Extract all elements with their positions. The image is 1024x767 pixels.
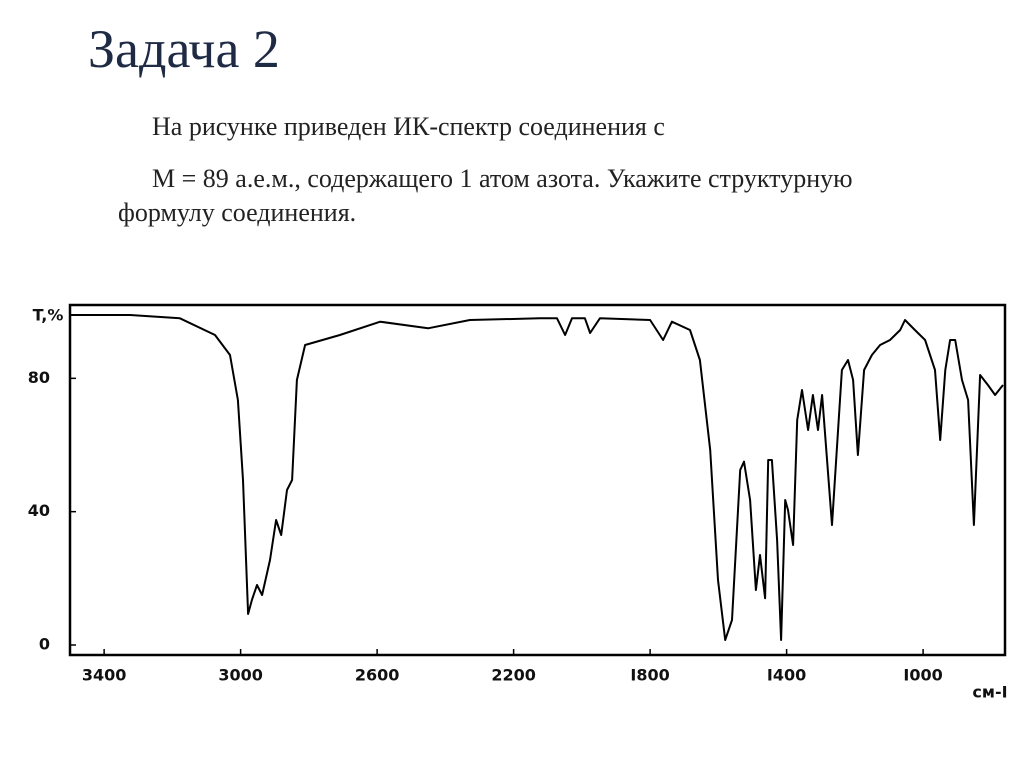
slide-title: Задача 2	[88, 19, 280, 79]
y-axis-label: T,%	[33, 306, 64, 325]
y-tick-label: 40	[28, 501, 50, 520]
y-tick-label: 0	[39, 635, 50, 654]
plot-frame	[68, 303, 1007, 657]
x-tick-label: 3000	[218, 666, 263, 685]
x-tick-label: I800	[630, 666, 669, 685]
x-tick-label: 2200	[491, 666, 536, 685]
x-tick-label: 3400	[82, 666, 127, 685]
paragraph: М = 89 а.е.м., содержащего 1 атом азота.…	[118, 164, 853, 227]
x-tick-label: 2600	[355, 666, 400, 685]
x-axis-label: см-I	[972, 683, 1007, 702]
x-tick-label: I400	[767, 666, 806, 685]
y-tick-label: 80	[28, 368, 50, 387]
x-tick-label: I000	[903, 666, 942, 685]
spectrum-line	[70, 314, 1004, 641]
paragraph: На рисунке приведен ИК-спектр соединения…	[152, 112, 665, 141]
